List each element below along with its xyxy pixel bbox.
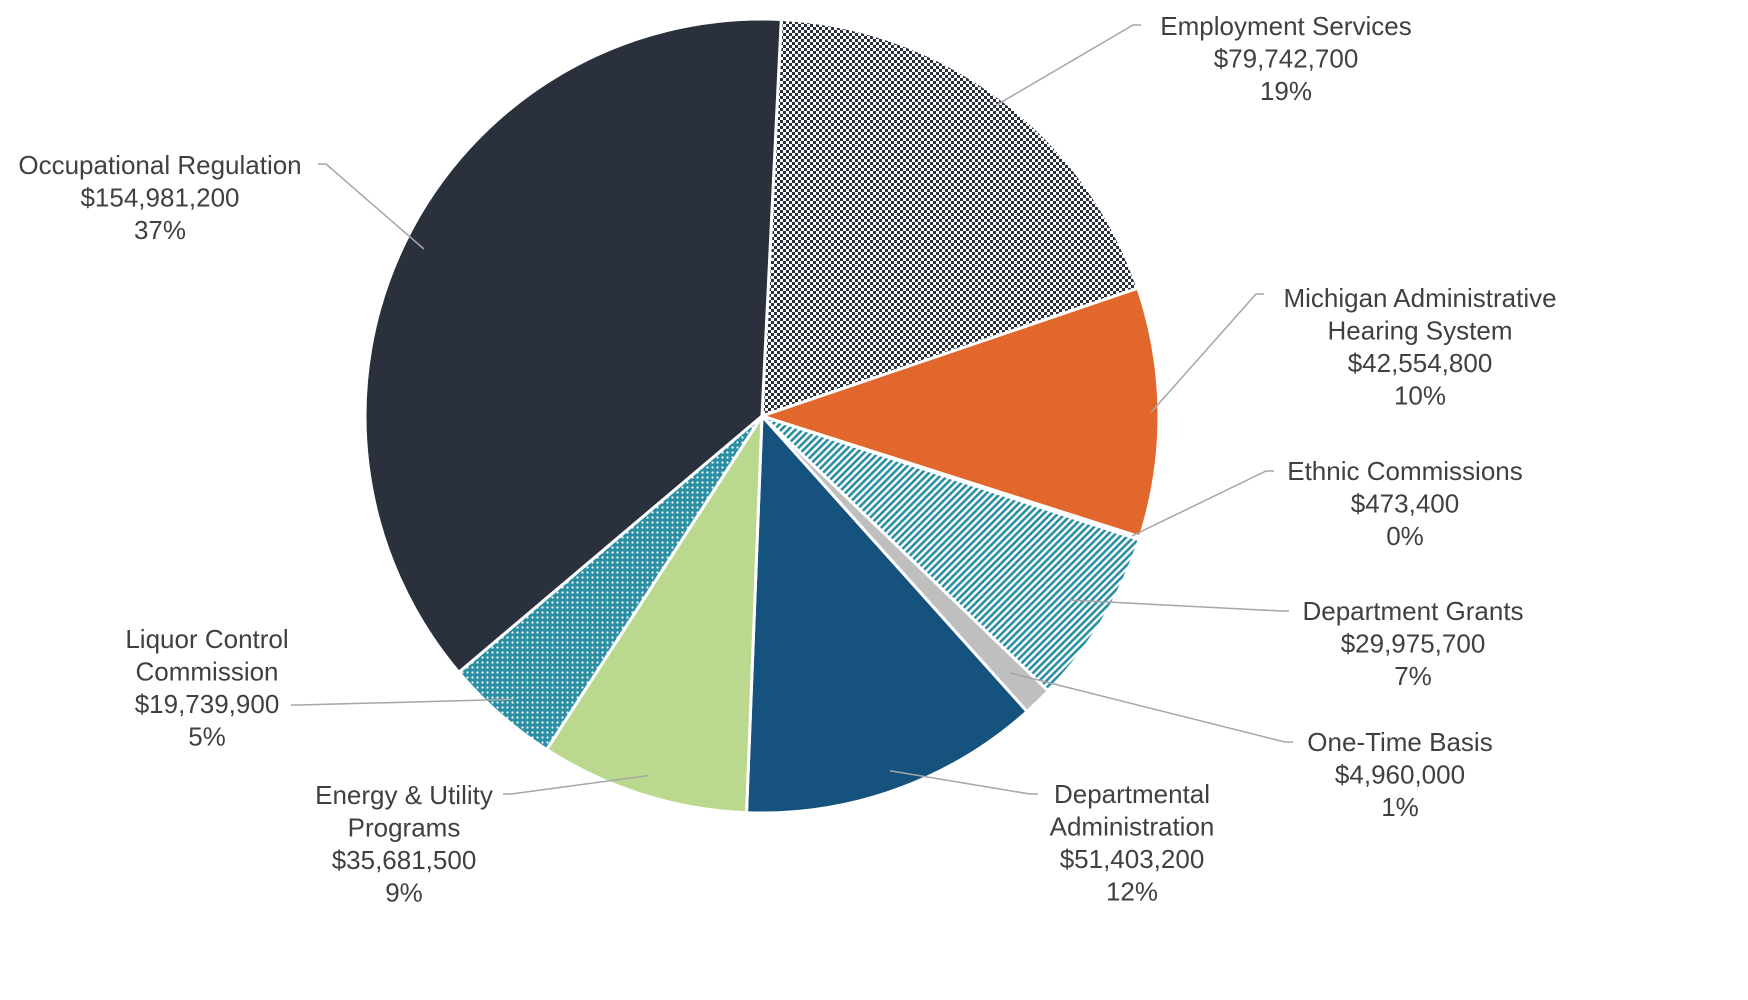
data-label-employment-services: Employment Services $79,742,700 19% [1160,11,1411,106]
data-label-michigan-administrative-hearing-system: Michigan Administrative Hearing System $42… [1283,283,1556,411]
leader-line-occupational-regulation [318,163,425,250]
pie-slice-energy-and-utility-programs [544,410,764,815]
data-label-energy-and-utility-programs: Energy & Utility Programs $35,681,500 9% [315,780,493,908]
data-label-one-time-basis: One-Time Basis $4,960,000 1% [1307,727,1492,822]
data-label-ethnic-commissions: Ethnic Commissions $473,400 0% [1287,456,1523,551]
leader-line-department-grants [1068,599,1289,612]
pie-slice-michigan-administrative-hearing-system [757,286,1161,539]
leader-line-ethnic-commissions [1131,470,1274,537]
pie-slice-department-grants [760,414,1142,694]
data-label-liquor-control-commission: Liquor Control Commission $19,739,900 5% [125,624,288,752]
leader-line-michigan-administrative-hearing-system [1150,293,1264,413]
leader-line-energy-and-utility-programs [503,774,649,795]
leader-line-one-time-basis [1010,672,1293,743]
data-label-occupational-regulation: Occupational Regulation $154,981,200 37% [18,150,301,245]
leader-line-liquor-control-commission [291,698,514,706]
pie-slice-employment-services [760,17,1140,419]
data-label-department-grants: Department Grants $29,975,700 7% [1302,596,1523,691]
leader-line-employment-services [995,24,1141,106]
leader-line-departmental-administration [889,770,1038,795]
data-label-departmental-administration: Departmental Administration $51,403,200 12% [1050,779,1215,907]
pie-slice-departmental-administration [744,412,1030,815]
pie-slice-occupational-regulation [363,17,783,675]
